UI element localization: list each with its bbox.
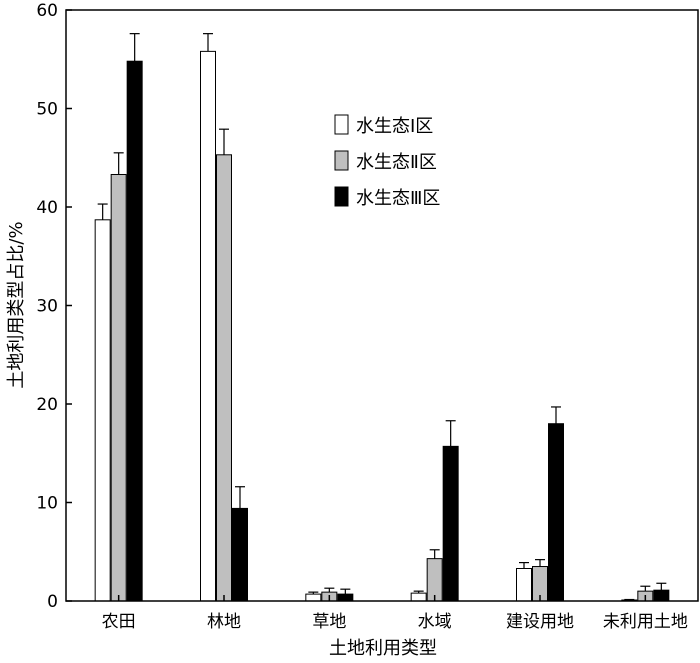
bar [126, 60, 143, 602]
y-tick-label: 10 [36, 494, 58, 514]
x-tick-label: 建设用地 [506, 612, 574, 632]
bar [442, 445, 459, 602]
bar [410, 592, 427, 602]
y-tick-label: 40 [36, 198, 58, 218]
y-tick-label: 30 [36, 297, 58, 317]
bar [110, 173, 127, 602]
bar [653, 589, 670, 602]
bar [548, 423, 564, 602]
legend-label: 水生态Ⅰ区 [356, 116, 433, 137]
y-axis-title: 土地利用类型占比/% [6, 221, 27, 388]
axes-layer: 0 10 20 30 40 50 60 农田 林地 草地 水域 建设用地 未利用土地 [36, 1, 699, 632]
bar [94, 219, 111, 602]
legend-label: 水生态Ⅲ区 [356, 188, 440, 209]
y-tick-label: 0 [47, 592, 58, 612]
x-tick-label: 农田 [102, 612, 136, 632]
bar [337, 593, 354, 602]
y-tick-label: 50 [36, 100, 58, 120]
legend-swatch [334, 114, 349, 135]
x-tick-label: 林地 [207, 612, 241, 632]
legend-label: 水生态Ⅱ区 [356, 152, 437, 173]
bar [232, 507, 248, 602]
x-tick-label: 未利用土地 [603, 612, 688, 632]
legend-swatch [334, 150, 349, 171]
bar [426, 558, 443, 602]
bar [200, 50, 216, 602]
y-tick-label: 20 [36, 395, 58, 415]
bar [305, 593, 322, 602]
plot-frame [65, 9, 699, 602]
bar [516, 567, 532, 602]
x-tick-label: 草地 [312, 612, 346, 632]
y-tick-label: 60 [36, 1, 58, 21]
x-axis-title: 土地利用类型 [329, 638, 437, 659]
bar [216, 154, 232, 602]
legend-swatch [334, 186, 349, 207]
x-tick-label: 水域 [418, 612, 452, 632]
